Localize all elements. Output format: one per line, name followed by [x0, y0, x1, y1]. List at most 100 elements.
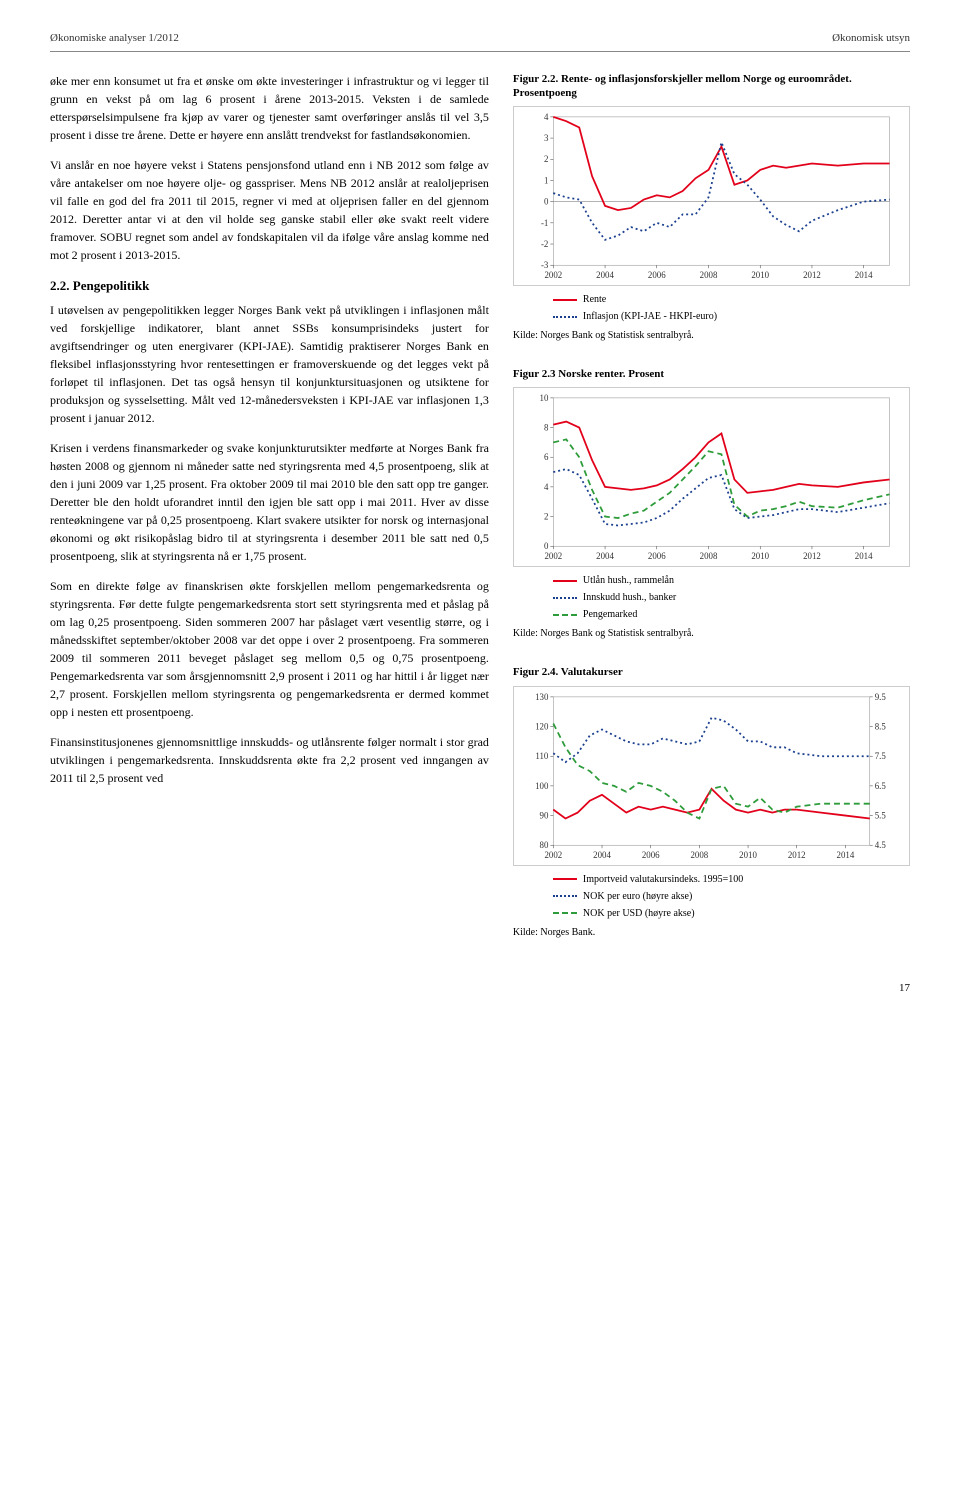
svg-text:2010: 2010: [751, 551, 769, 561]
svg-text:5.5: 5.5: [875, 810, 887, 820]
paragraph-5: Som en direkte følge av finanskrisen økt…: [50, 577, 489, 721]
main-content: øke mer enn konsumet ut fra et ønske om …: [50, 72, 910, 964]
svg-text:2014: 2014: [855, 270, 873, 280]
legend-label: Importveid valutakursindeks. 1995=100: [583, 872, 743, 887]
svg-text:8: 8: [544, 423, 549, 433]
chart-23-block: Figur 2.3 Norske renter. Prosent 0 2 4 6 8 10…: [513, 367, 910, 641]
paragraph-3: I utøvelsen av pengepolitikken legger No…: [50, 301, 489, 427]
svg-text:2004: 2004: [596, 270, 614, 280]
svg-text:4: 4: [544, 112, 549, 122]
chart-22-legend: Rente Inflasjon (KPI-JAE - HKPI-euro): [513, 292, 910, 324]
legend-swatch: [553, 895, 577, 897]
legend-swatch: [553, 316, 577, 318]
svg-text:2012: 2012: [803, 270, 821, 280]
chart-23-area: 02468102002200420062008201020122014: [513, 387, 910, 567]
svg-text:9.5: 9.5: [875, 692, 887, 702]
legend-item: NOK per USD (høyre akse): [553, 906, 910, 921]
svg-text:2008: 2008: [690, 850, 708, 860]
header-right: Økonomisk utsyn: [832, 30, 910, 47]
svg-text:4: 4: [544, 482, 549, 492]
svg-text:2008: 2008: [700, 270, 718, 280]
svg-text:7.5: 7.5: [875, 751, 887, 761]
svg-text:2010: 2010: [739, 850, 757, 860]
chart-24-title: Figur 2.4. Valutakurser: [513, 665, 910, 679]
chart-24-source: Kilde: Norges Bank.: [513, 925, 910, 940]
page-header: Økonomiske analyser 1/2012 Økonomisk uts…: [50, 30, 910, 52]
svg-text:-1: -1: [541, 218, 548, 228]
paragraph-6: Finansinstitusjonenes gjennomsnittlige i…: [50, 733, 489, 787]
chart-22-title: Figur 2.2. Rente- og inflasjonsforskjell…: [513, 72, 910, 101]
legend-swatch: [553, 614, 577, 616]
legend-item: Importveid valutakursindeks. 1995=100: [553, 872, 910, 887]
svg-text:2006: 2006: [648, 551, 666, 561]
legend-item: Utlån hush., rammelån: [553, 573, 910, 588]
legend-label: Utlån hush., rammelån: [583, 573, 674, 588]
svg-text:0: 0: [544, 542, 549, 552]
chart-23-legend: Utlån hush., rammelån Innskudd hush., ba…: [513, 573, 910, 622]
svg-text:100: 100: [535, 781, 549, 791]
svg-text:2010: 2010: [751, 270, 769, 280]
right-column: Figur 2.2. Rente- og inflasjonsforskjell…: [513, 72, 910, 964]
svg-text:8.5: 8.5: [875, 721, 887, 731]
svg-text:2006: 2006: [648, 270, 666, 280]
legend-item: Innskudd hush., banker: [553, 590, 910, 605]
chart-24-legend: Importveid valutakursindeks. 1995=100 NO…: [513, 872, 910, 921]
chart-23-svg: 02468102002200420062008201020122014: [514, 388, 909, 566]
svg-text:110: 110: [535, 751, 549, 761]
paragraph-2: Vi anslår en noe høyere vekst i Statens …: [50, 156, 489, 264]
paragraph-4: Krisen i verdens finansmarkeder og svake…: [50, 439, 489, 565]
svg-text:-3: -3: [541, 260, 549, 270]
legend-label: Innskudd hush., banker: [583, 590, 676, 605]
svg-text:2012: 2012: [788, 850, 806, 860]
legend-swatch: [553, 580, 577, 582]
legend-item: NOK per euro (høyre akse): [553, 889, 910, 904]
svg-text:2002: 2002: [544, 551, 562, 561]
svg-text:80: 80: [539, 840, 548, 850]
legend-swatch: [553, 299, 577, 301]
svg-text:2004: 2004: [593, 850, 611, 860]
chart-22-area: -3 -2 -1 0 1 2 3 4 2002 2004 2006 2008 2010 2012 2014: [513, 106, 910, 286]
svg-text:10: 10: [539, 393, 548, 403]
svg-text:2008: 2008: [700, 551, 718, 561]
page-number: 17: [50, 980, 910, 997]
svg-text:2006: 2006: [642, 850, 660, 860]
svg-text:2002: 2002: [544, 850, 562, 860]
paragraph-1: øke mer enn konsumet ut fra et ønske om …: [50, 72, 489, 144]
svg-text:2002: 2002: [544, 270, 562, 280]
svg-text:6.5: 6.5: [875, 781, 887, 791]
svg-text:130: 130: [535, 692, 549, 702]
legend-item: Inflasjon (KPI-JAE - HKPI-euro): [553, 309, 910, 324]
legend-swatch: [553, 912, 577, 914]
svg-text:2004: 2004: [596, 551, 614, 561]
svg-text:2: 2: [544, 512, 548, 522]
legend-item: Rente: [553, 292, 910, 307]
chart-24-block: Figur 2.4. Valutakurser 80 90 100 110 120 130…: [513, 665, 910, 939]
svg-text:90: 90: [539, 810, 548, 820]
legend-label: NOK per USD (høyre akse): [583, 906, 695, 921]
svg-text:0: 0: [544, 197, 549, 207]
svg-text:2012: 2012: [803, 551, 821, 561]
chart-22-svg: -3 -2 -1 0 1 2 3 4 2002 2004 2006 2008 2010 2012 2014: [514, 107, 909, 285]
header-left: Økonomiske analyser 1/2012: [50, 30, 179, 47]
legend-swatch: [553, 878, 577, 880]
chart-22-block: Figur 2.2. Rente- og inflasjonsforskjell…: [513, 72, 910, 344]
section-heading-22: 2.2. Pengepolitikk: [50, 276, 489, 296]
svg-text:3: 3: [544, 133, 549, 143]
legend-label: Inflasjon (KPI-JAE - HKPI-euro): [583, 309, 717, 324]
legend-swatch: [553, 597, 577, 599]
svg-text:-2: -2: [541, 239, 548, 249]
svg-text:2: 2: [544, 154, 548, 164]
legend-label: Rente: [583, 292, 606, 307]
legend-label: Pengemarked: [583, 607, 637, 622]
left-column: øke mer enn konsumet ut fra et ønske om …: [50, 72, 489, 964]
svg-text:1: 1: [544, 176, 548, 186]
svg-text:2014: 2014: [836, 850, 854, 860]
chart-23-title: Figur 2.3 Norske renter. Prosent: [513, 367, 910, 381]
chart-24-svg: 80901001101201304.55.56.57.58.59.5200220…: [514, 687, 909, 865]
chart-23-source: Kilde: Norges Bank og Statistisk sentral…: [513, 626, 910, 641]
svg-text:6: 6: [544, 453, 549, 463]
svg-text:120: 120: [535, 721, 549, 731]
legend-item: Pengemarked: [553, 607, 910, 622]
chart-22-source: Kilde: Norges Bank og Statistisk sentral…: [513, 328, 910, 343]
chart-24-area: 80901001101201304.55.56.57.58.59.5200220…: [513, 686, 910, 866]
